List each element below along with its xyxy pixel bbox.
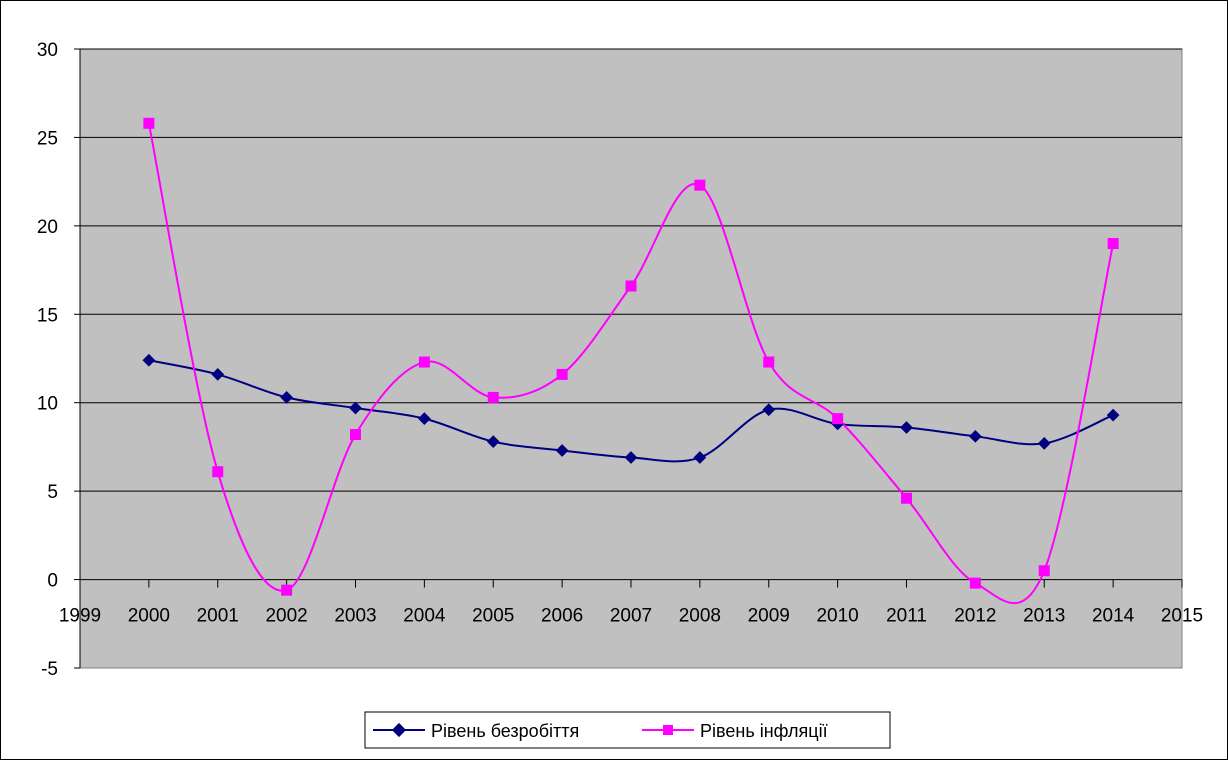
marker-series-1-2001	[212, 466, 224, 478]
x-tick-label-12: 2011	[886, 606, 927, 627]
x-axis-tick-labels: 1999 2000 2001 2002 2003 2004 2005 2006 2007 2008…	[59, 606, 1203, 627]
y-tick-label-5: 5	[47, 482, 58, 503]
x-tick-label-5: 2004	[403, 606, 446, 627]
x-tick-label-4: 2003	[334, 606, 376, 627]
marker-series-1-2007	[625, 280, 637, 292]
y-tick-label-7: -5	[41, 659, 58, 680]
legend-label-inflation: Рівень інфляції	[700, 721, 828, 741]
marker-series-0-2004	[418, 412, 431, 425]
x-tick-label-16: 2015	[1161, 606, 1203, 627]
series-markers	[142, 117, 1120, 596]
x-tick-label-11: 2010	[816, 606, 858, 627]
marker-series-1-2004	[418, 356, 430, 368]
x-tick-label-2: 2001	[197, 606, 239, 627]
legend-label-unemployment: Рівень безробіття	[431, 721, 579, 741]
x-tick-label-7: 2006	[541, 606, 583, 627]
marker-series-1-2012	[969, 577, 981, 589]
grid-lines	[80, 48, 1182, 492]
y-tick-label-0: 30	[37, 40, 58, 61]
x-tick-label-14: 2013	[1023, 606, 1065, 627]
legend-marker-inflation	[663, 725, 673, 735]
x-tick-label-1: 2000	[128, 606, 170, 627]
legend: Рівень безробіття Рівень інфляції	[364, 711, 891, 749]
marker-series-1-2003	[350, 429, 361, 441]
x-tick-label-3: 2002	[265, 606, 307, 627]
y-tick-label-1: 25	[37, 128, 58, 149]
legend-marker-unemployment	[391, 722, 407, 738]
x-tick-label-6: 2005	[472, 606, 514, 627]
marker-series-0-2005	[486, 435, 500, 448]
x-tick-label-13: 2012	[954, 606, 996, 627]
marker-series-1-2006	[556, 368, 568, 380]
x-tick-label-0: 1999	[59, 606, 101, 627]
marker-series-1-2002	[281, 584, 293, 596]
plot-area	[79, 48, 1183, 669]
marker-series-1-2005	[487, 391, 499, 403]
marker-series-1-2008	[694, 179, 706, 191]
marker-series-1-2000	[143, 117, 155, 129]
marker-series-1-2013	[1038, 565, 1050, 577]
x-tick-label-9: 2008	[679, 606, 721, 627]
y-axis-tick-labels: 30 25 20 15 10 5 0 -5	[37, 40, 58, 680]
y-tick-label-6: 0	[47, 571, 58, 592]
marker-series-0-2001	[211, 368, 225, 381]
y-tick-label-4: 10	[37, 394, 58, 415]
marker-series-1-2014	[1107, 238, 1119, 250]
marker-series-0-2000	[142, 353, 156, 367]
marker-series-1-2011	[901, 492, 912, 504]
x-tick-label-10: 2009	[748, 606, 790, 627]
y-tick-label-2: 20	[37, 217, 58, 238]
marker-series-1-2009	[763, 356, 775, 368]
x-tick-label-8: 2007	[610, 606, 652, 627]
marker-series-0-2003	[349, 401, 362, 415]
marker-series-1-2010	[832, 413, 844, 425]
x-tick-label-15: 2014	[1092, 606, 1135, 627]
marker-series-0-2002	[280, 391, 293, 404]
y-tick-label-3: 15	[37, 305, 58, 326]
legend-box	[364, 711, 891, 749]
